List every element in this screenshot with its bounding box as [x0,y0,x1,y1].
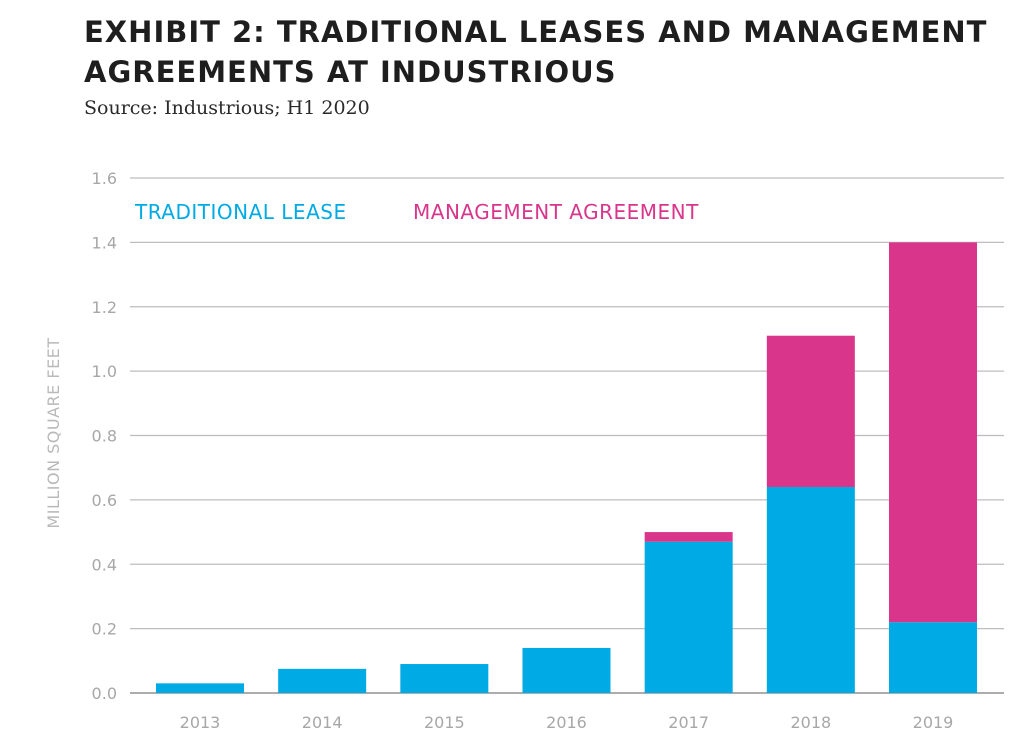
y-tick-label: 0.2 [92,620,117,639]
x-axis-ticks: 2013 2014 2015 2016 2017 2018 2019 [180,713,954,732]
x-tick-label: 2013 [180,713,221,732]
bar-traditional-lease-2014 [278,668,367,693]
y-axis-ticks: 0.0 0.2 0.4 0.6 0.8 1.0 1.2 1.4 1.6 [92,169,117,703]
legend: TRADITIONAL LEASE MANAGEMENT AGREEMENT [134,200,699,224]
bar-management-agreement-2018 [766,335,855,487]
y-tick-label: 1.2 [92,298,117,317]
bar-traditional-lease-2017 [644,541,733,693]
y-tick-label: 0.6 [92,491,117,510]
y-tick-label: 0.0 [92,684,117,703]
x-tick-label: 2017 [668,713,709,732]
x-tick-label: 2018 [790,713,831,732]
bar-traditional-lease-2018 [766,487,855,693]
bar-management-agreement-2017 [644,532,733,542]
y-axis-label: MILLION SQUARE FEET [44,337,63,528]
bar-traditional-lease-2013 [156,683,244,693]
x-tick-label: 2014 [302,713,343,732]
gridlines [130,177,1004,694]
legend-item-management-agreement: MANAGEMENT AGREEMENT [413,200,699,224]
y-tick-label: 1.4 [92,233,117,252]
bars [156,242,977,693]
x-tick-label: 2015 [424,713,465,732]
bar-traditional-lease-2016 [522,647,611,693]
chart-subtitle: Source: Industrious; H1 2020 [84,97,370,119]
x-tick-label: 2019 [913,713,954,732]
x-tick-label: 2016 [546,713,587,732]
y-tick-label: 1.0 [92,362,117,381]
legend-item-traditional-lease: TRADITIONAL LEASE [134,200,347,224]
bar-management-agreement-2019 [889,242,977,623]
y-tick-label: 1.6 [92,169,117,188]
y-tick-label: 0.8 [92,427,117,446]
bar-traditional-lease-2019 [889,622,977,693]
y-tick-label: 0.4 [92,555,117,574]
bar-traditional-lease-2015 [400,664,489,693]
chart-title: EXHIBIT 2: TRADITIONAL LEASES AND MANAGE… [84,15,988,89]
